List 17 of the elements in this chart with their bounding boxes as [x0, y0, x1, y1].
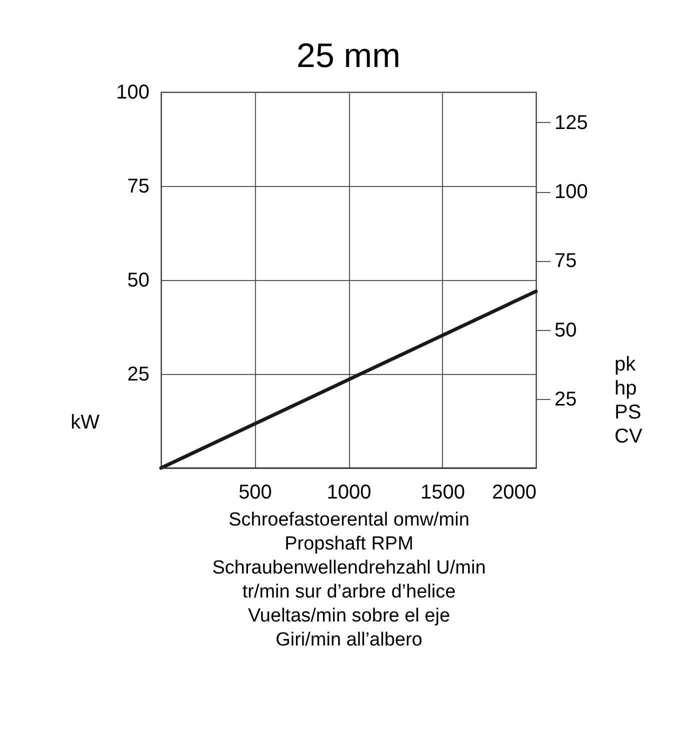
y2-tick-label: 50 — [554, 319, 577, 342]
y2-tick-label: 75 — [554, 250, 577, 272]
x-tick-label: 1500 — [420, 482, 465, 504]
x-tick-label: 500 — [238, 482, 272, 504]
y2-tick-label: 25 — [554, 388, 577, 410]
y-axis-title: kW — [70, 412, 100, 434]
x-axis-title: Schroefastoerental omw/min Propshaft RPM Schraubenwellendrehzahl U/min tr/min sur d’arbre d’helice Vueltas/min sobre el eje Giri/min all’albero — [212, 510, 486, 650]
y-tick-label: 100 — [116, 82, 150, 104]
y-tick-label: 75 — [127, 176, 150, 198]
x-tick-label: 1000 — [326, 482, 372, 504]
y-tick-label: 50 — [127, 270, 150, 292]
y2-tick-label: 125 — [554, 112, 588, 134]
y2-tick-label: 100 — [554, 181, 588, 204]
x-tick-label: 2000 — [492, 482, 536, 504]
y2-axis-title: pk hp PS CV — [614, 354, 643, 448]
y-tick-label: 25 — [127, 364, 150, 386]
chart-title: 25 mm — [296, 37, 400, 75]
